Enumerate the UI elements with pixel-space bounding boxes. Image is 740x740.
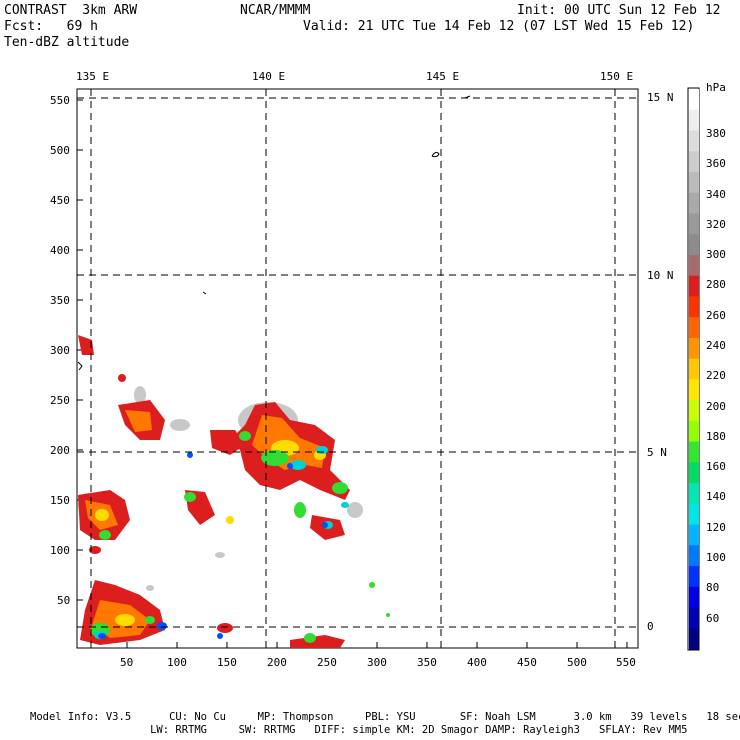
colorbar-swatch: [689, 566, 699, 588]
colorbar-label: 340: [706, 188, 726, 201]
y-tick: 450: [50, 194, 70, 207]
y-tick: 500: [50, 144, 70, 157]
x-tick: 200: [267, 656, 287, 669]
x-tick: 50: [120, 656, 134, 669]
colorbar-label: 260: [706, 309, 726, 322]
colorbar-label: 60: [706, 612, 720, 625]
y-tick: 100: [50, 544, 70, 557]
plot-title: CONTRAST 3km ARW: [4, 3, 138, 18]
colorbar-swatch: [689, 337, 699, 360]
colorbar-label: 240: [706, 339, 726, 352]
tick-marks: [77, 99, 628, 648]
colorbar-swatch: [689, 109, 699, 131]
lat-label-0: 0: [647, 620, 654, 633]
colorbar-swatch: [689, 213, 699, 235]
colorbar-swatch: [689, 130, 699, 152]
x-tick: 450: [517, 656, 537, 669]
colorbar-label: 180: [706, 430, 726, 443]
colorbar-swatch: [689, 379, 699, 401]
colorbar-label: 360: [706, 157, 726, 170]
x-tick: 550: [616, 656, 636, 669]
colorbar-swatch: [689, 234, 699, 256]
colorbar-swatch: [689, 254, 699, 277]
lat-label-5n: 5 N: [647, 446, 667, 459]
colorbar-swatch: [689, 358, 699, 380]
lon-label-145: 145 E: [426, 70, 460, 83]
x-tick: 350: [417, 656, 437, 669]
map-frame: [76, 88, 639, 649]
field-name: Ten-dBZ altitude: [4, 35, 130, 50]
colorbar-swatch: [689, 275, 699, 297]
y-tick: 550: [50, 94, 70, 107]
lon-label-150: 150 E: [600, 70, 634, 83]
colorbar-label: 140: [706, 490, 726, 503]
y-tick: 250: [50, 394, 70, 407]
colorbar-swatch: [689, 607, 699, 629]
colorbar-swatch: [689, 524, 699, 546]
latlon-grid: [77, 89, 638, 648]
colorbar-unit: hPa: [706, 81, 726, 94]
colorbar-label: 160: [706, 460, 726, 473]
colorbar-swatch: [689, 192, 699, 214]
colorbar-label: 100: [706, 551, 726, 564]
colorbar-label: 120: [706, 521, 726, 534]
colorbar-swatch: [689, 296, 699, 318]
colorbar-swatch: [689, 400, 699, 422]
init-time: Init: 00 UTC Sun 12 Feb 12: [517, 3, 721, 18]
model-info-line1: Model Info: V3.5 CU: No Cu MP: Thompson …: [30, 711, 740, 723]
lon-label-140: 140 E: [252, 70, 286, 83]
x-tick: 400: [467, 656, 487, 669]
x-tick: 250: [317, 656, 337, 669]
colorbar-swatch: [689, 503, 699, 526]
colorbar-label: 380: [706, 127, 726, 140]
colorbar-swatch: [689, 151, 699, 173]
reflectivity-features: [78, 335, 390, 648]
lon-label-135: 135 E: [76, 70, 110, 83]
colorbar-swatch: [689, 483, 699, 505]
x-tick: 500: [567, 656, 587, 669]
y-tick: 300: [50, 344, 70, 357]
colorbar-label: 80: [706, 581, 720, 594]
y-tick: 50: [57, 594, 71, 607]
lat-label-10n: 10 N: [647, 269, 674, 282]
lat-label-15n: 15 N: [647, 91, 674, 104]
colorbar-swatch: [689, 317, 699, 339]
colorbar-label: 220: [706, 369, 726, 382]
colorbar-swatch: [689, 441, 699, 463]
colorbar-swatch: [689, 628, 699, 650]
colorbar-swatch: [689, 545, 699, 567]
colorbar-swatch: [689, 586, 699, 609]
forecast-hour: Fcst: 69 h: [4, 19, 98, 34]
colorbar-swatch: [689, 171, 699, 194]
source-label: NCAR/MMMM: [240, 3, 311, 18]
colorbar-label: 320: [706, 218, 726, 231]
colorbar-label: 200: [706, 400, 726, 413]
model-info-line2: LW: RRTMG SW: RRTMG DIFF: simple KM: 2D …: [30, 724, 688, 736]
x-tick: 100: [167, 656, 187, 669]
y-tick: 150: [50, 494, 70, 507]
colorbar-swatch: [689, 420, 699, 443]
colorbar-label: 280: [706, 278, 726, 291]
y-tick: 200: [50, 444, 70, 457]
x-tick: 150: [217, 656, 237, 669]
x-tick: 300: [367, 656, 387, 669]
y-tick: 400: [50, 244, 70, 257]
colorbar-swatch: [689, 89, 699, 111]
colorbar-segments: [689, 89, 699, 650]
y-tick: 350: [50, 294, 70, 307]
colorbar-swatch: [689, 462, 699, 484]
colorbar-label: 300: [706, 248, 726, 261]
valid-time: Valid: 21 UTC Tue 14 Feb 12 (07 LST Wed …: [303, 19, 695, 34]
coastline-islands: [77, 95, 471, 371]
